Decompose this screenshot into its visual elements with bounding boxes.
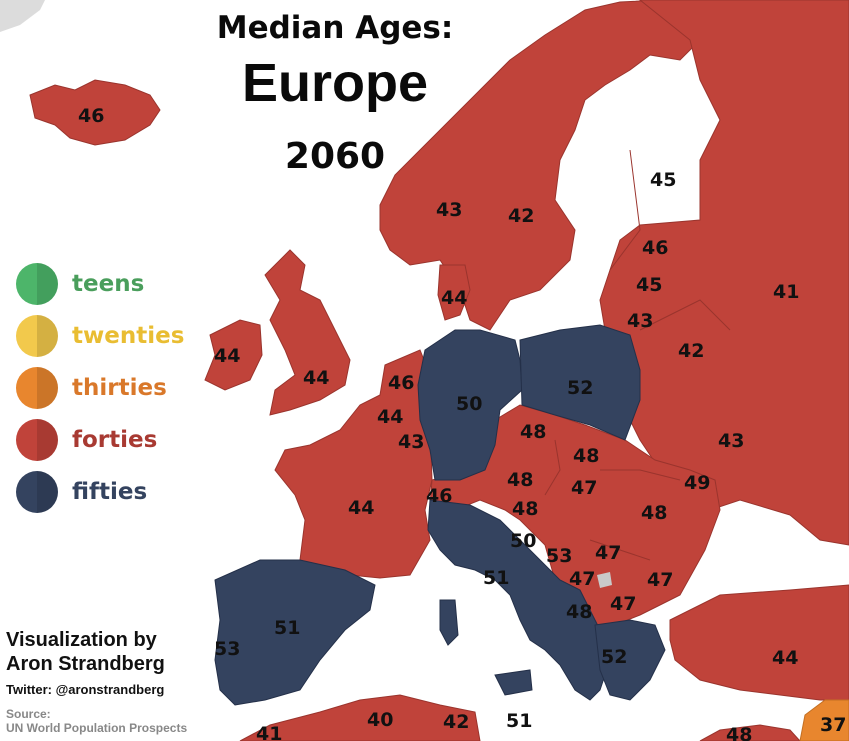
value-label-switzerland: 46 — [426, 485, 452, 507]
value-label-albania: 48 — [566, 601, 592, 623]
region-sicily — [494, 669, 533, 696]
value-label-slovakia: 48 — [573, 445, 599, 467]
value-label-bulgaria: 47 — [647, 569, 673, 591]
region-ireland — [204, 319, 263, 391]
credit-block: Visualization by Aron Strandberg Twitter… — [6, 628, 187, 735]
region-iberia — [214, 559, 376, 706]
value-label-ukraine: 43 — [718, 430, 744, 452]
value-label-hungary: 47 — [571, 477, 597, 499]
value-label-slovenia: 48 — [512, 498, 538, 520]
value-label-spain: 51 — [274, 617, 300, 639]
border-line — [609, 149, 641, 271]
border-line — [589, 539, 651, 561]
value-label-finland: 45 — [650, 169, 676, 191]
legend-item-thirties: thirties — [16, 362, 184, 414]
legend-label: teens — [72, 271, 145, 297]
region-italy-balkans — [427, 499, 611, 701]
value-label-morocco: 41 — [256, 723, 282, 741]
legend-swatch — [16, 315, 58, 357]
value-label-algeria: 40 — [367, 709, 393, 731]
value-label-montenegro: 47 — [569, 568, 595, 590]
value-label-north-macedonia: 47 — [610, 593, 636, 615]
value-label-romania: 48 — [641, 502, 667, 524]
border-line — [544, 439, 561, 496]
value-label-czechia: 48 — [520, 421, 546, 443]
border-line — [639, 299, 731, 331]
value-label-belgium: 44 — [377, 406, 403, 428]
source-label: Source: — [6, 707, 51, 721]
value-label-portugal: 53 — [214, 638, 240, 660]
credit-line-1: Visualization by — [6, 629, 157, 651]
region-north-africa — [239, 694, 481, 741]
legend-label: thirties — [72, 375, 167, 401]
value-label-france: 44 — [348, 497, 374, 519]
value-label-belarus: 42 — [678, 340, 704, 362]
region-sardinia — [439, 599, 459, 646]
legend-item-fifties: fifties — [16, 466, 184, 518]
value-label-norway: 43 — [436, 199, 462, 221]
value-label-syria: 48 — [726, 724, 752, 741]
legend-label: forties — [72, 427, 158, 453]
legend-label: fifties — [72, 479, 148, 505]
value-label-austria: 48 — [507, 469, 533, 491]
value-label-sweden: 42 — [508, 205, 534, 227]
title-line-2: Europe — [241, 53, 429, 113]
legend-item-teens: teens — [16, 258, 184, 310]
value-label-denmark: 44 — [441, 287, 467, 309]
value-label-germany: 50 — [456, 393, 482, 415]
value-label-greece: 52 — [601, 646, 627, 668]
region-greece — [594, 619, 666, 701]
value-label-poland: 52 — [567, 377, 593, 399]
value-label-moldova: 49 — [684, 472, 710, 494]
value-label-italy: 51 — [483, 567, 509, 589]
credit-author: Aron Strandberg — [6, 653, 165, 675]
legend-swatch — [16, 471, 58, 513]
title-line-3: 2060 — [284, 136, 386, 177]
value-label-netherlands: 46 — [388, 372, 414, 394]
value-label-ireland: 44 — [214, 345, 240, 367]
source-text: UN World Population Prospects — [6, 721, 188, 735]
region-poland — [519, 324, 641, 441]
value-label-turkey: 44 — [772, 647, 798, 669]
region-uk — [264, 249, 351, 416]
value-label-luxembourg: 43 — [398, 431, 424, 453]
legend-swatch — [16, 419, 58, 461]
legend-item-forties: forties — [16, 414, 184, 466]
legend: teens twenties thirties forties fifties — [16, 258, 184, 518]
legend-item-twenties: twenties — [16, 310, 184, 362]
value-label-bosnia: 53 — [546, 545, 572, 567]
value-label-latvia: 45 — [636, 274, 662, 296]
legend-label: twenties — [72, 323, 185, 349]
region-turkey — [669, 584, 849, 701]
region-germany — [417, 329, 523, 481]
region-syria — [699, 724, 801, 741]
region-iraq — [799, 699, 849, 741]
value-label-iraq: 37 — [820, 714, 846, 736]
value-label-tunisia: 42 — [443, 711, 469, 733]
region-kosovo — [597, 572, 612, 588]
value-label-lithuania: 43 — [627, 310, 653, 332]
credit-twitter: Twitter: @aronstrandberg — [6, 682, 165, 697]
value-label-serbia: 47 — [595, 542, 621, 564]
region-iceland — [29, 79, 161, 146]
border-line — [600, 469, 681, 481]
value-label-estonia: 46 — [642, 237, 668, 259]
value-label-croatia: 50 — [510, 530, 536, 552]
legend-swatch — [16, 367, 58, 409]
region-denmark — [437, 264, 471, 321]
greenland-shape — [0, 0, 45, 32]
value-label-malta: 51 — [506, 710, 532, 732]
title-line-1: Median Ages: — [216, 10, 454, 46]
legend-swatch — [16, 263, 58, 305]
value-label-iceland: 46 — [78, 105, 104, 127]
value-label-uk: 44 — [303, 367, 329, 389]
value-label-russia: 41 — [773, 281, 799, 303]
